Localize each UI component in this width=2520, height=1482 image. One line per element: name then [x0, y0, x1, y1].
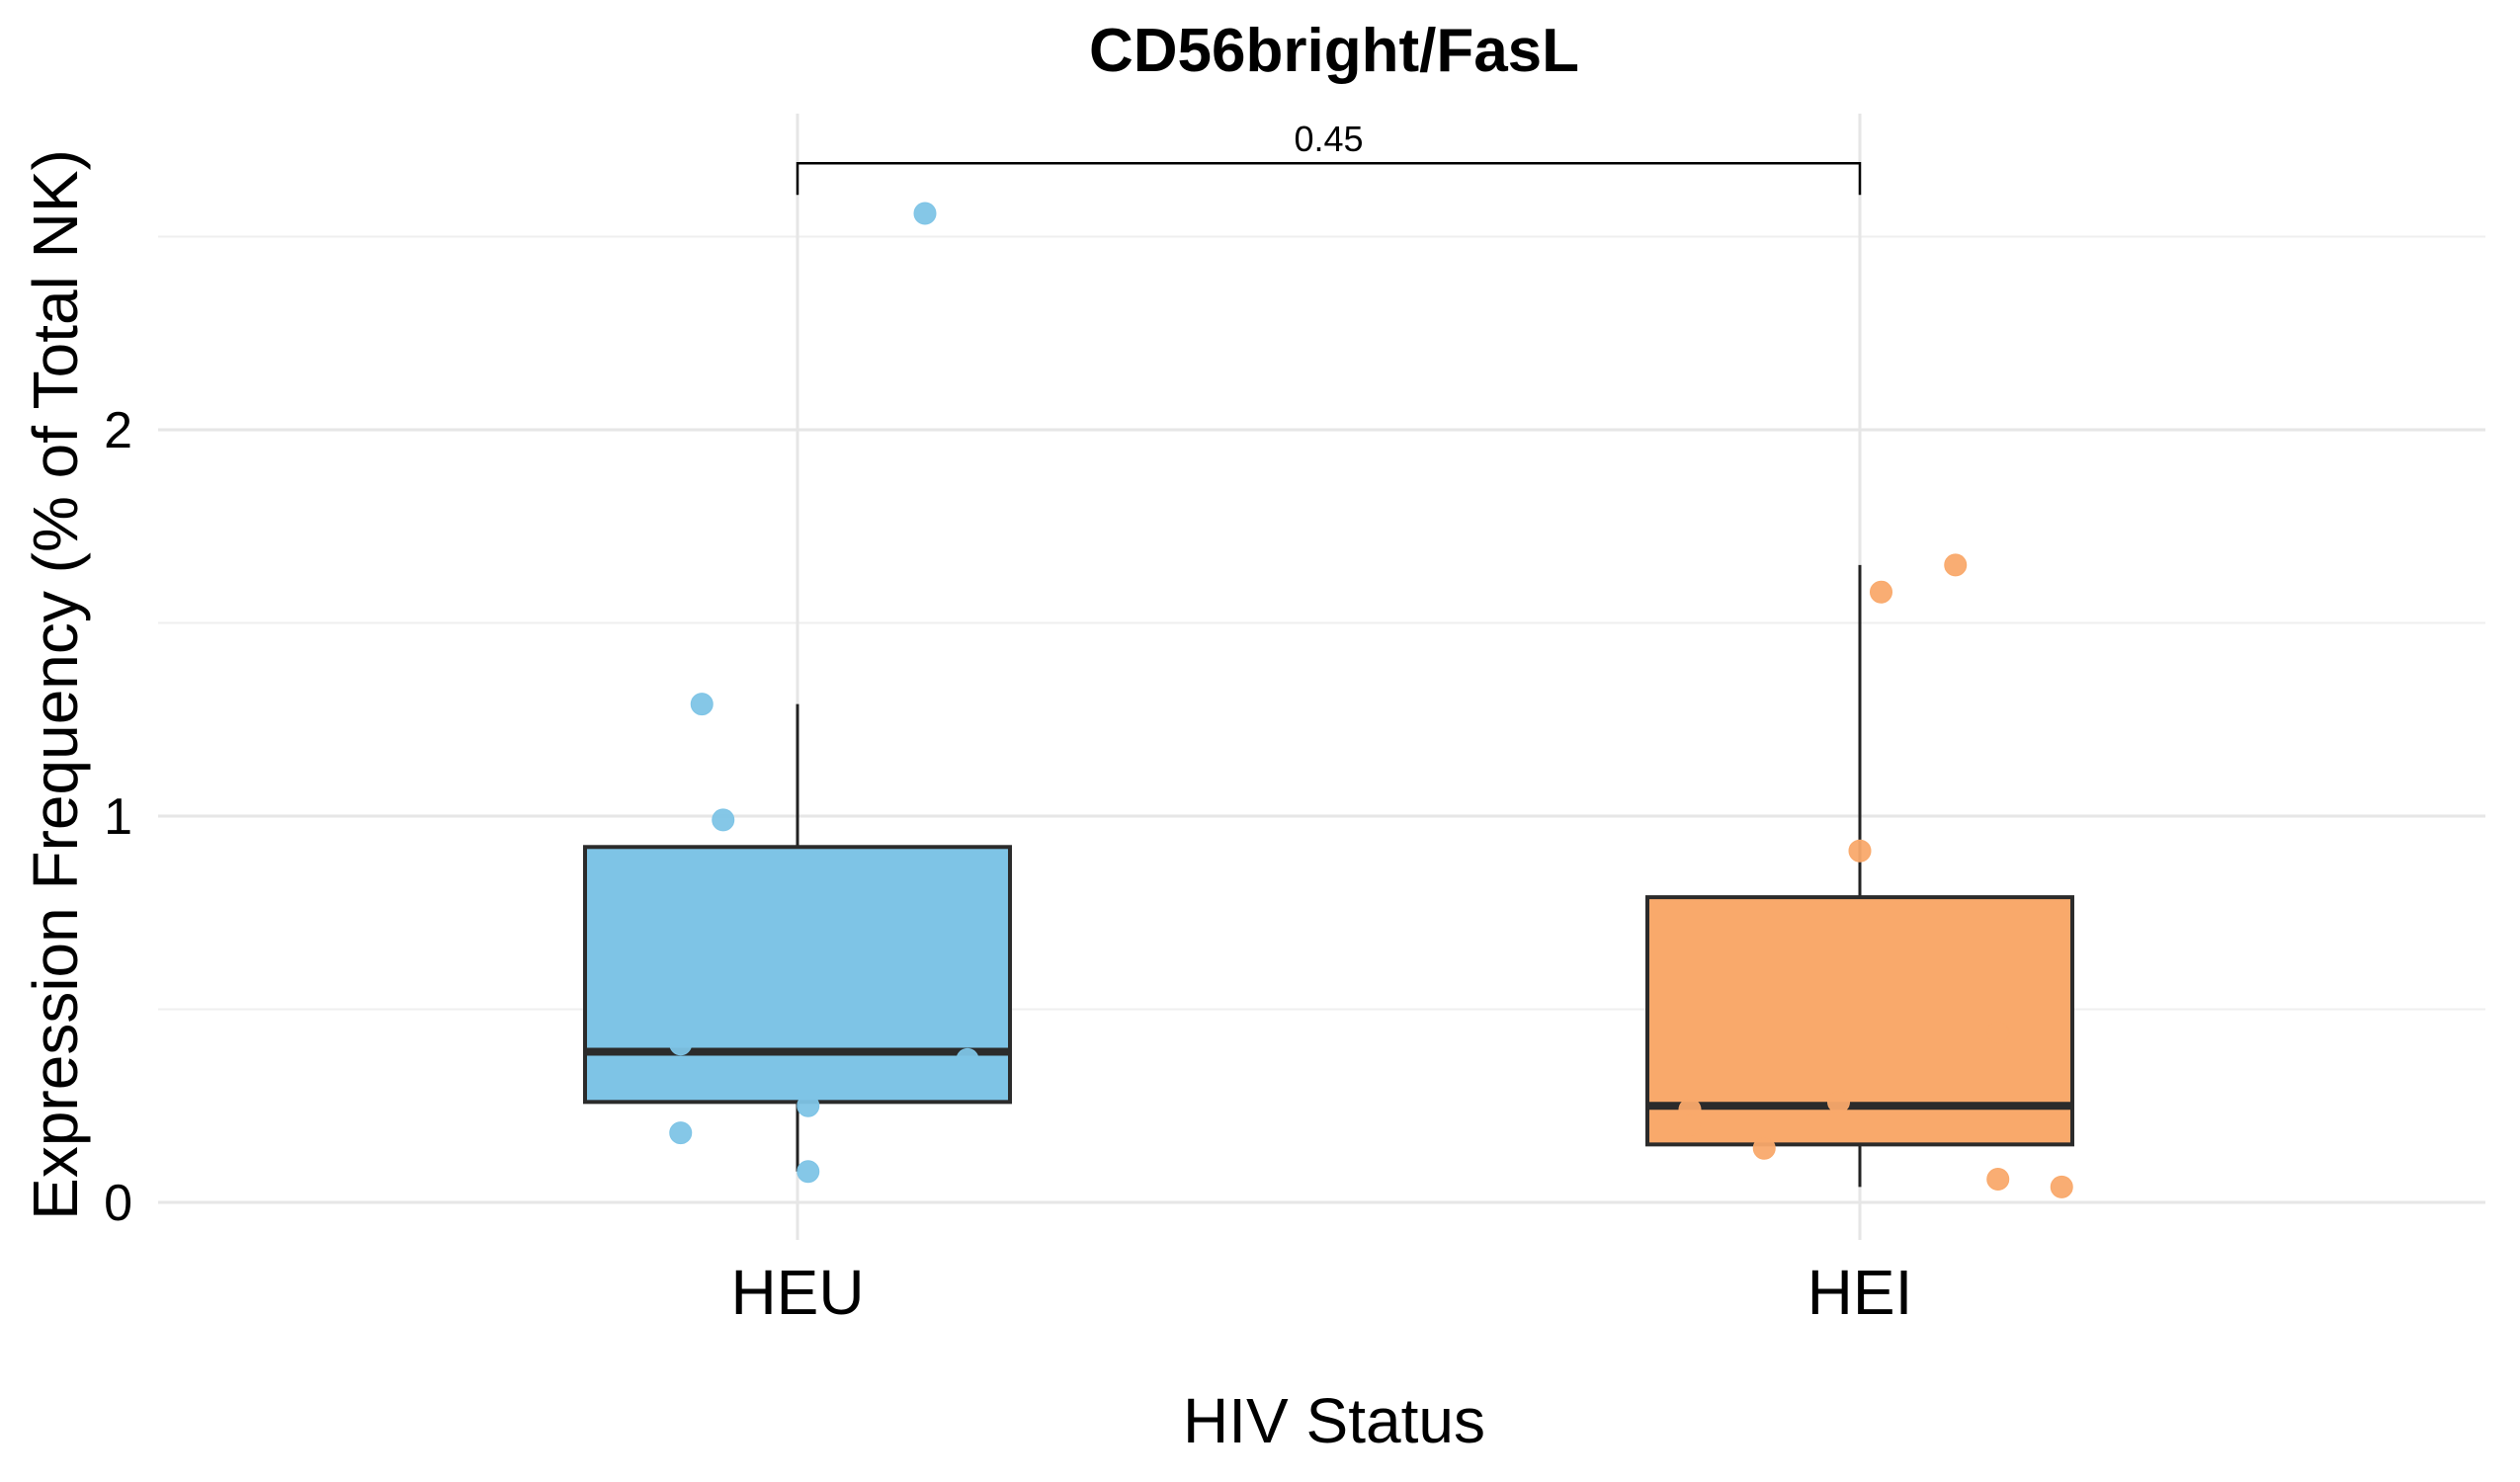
data-point [2050, 1175, 2073, 1198]
x-axis-title: HIV Status [1183, 1385, 1485, 1456]
p-value-label: 0.45 [1294, 119, 1363, 159]
grid-layer [158, 114, 2485, 1240]
significance-bracket: 0.45 [796, 119, 1862, 196]
data-point [669, 1121, 693, 1145]
data-point [1870, 580, 1892, 604]
data-point [1678, 1113, 1702, 1137]
data-point [616, 1075, 639, 1099]
data-point [1944, 553, 1968, 577]
data-point [1986, 1168, 2010, 1192]
bracket-line [796, 161, 1862, 196]
boxplot-hei [1645, 564, 2074, 1188]
data-point [913, 202, 937, 225]
data-point [1827, 1090, 1850, 1113]
point-layer [616, 202, 2073, 1198]
data-point [669, 1032, 693, 1056]
chart-title: CD56bright/FasL [1089, 17, 1579, 85]
x-tick-label: HEI [1807, 1257, 1913, 1328]
data-point [956, 1047, 979, 1071]
data-point [690, 693, 714, 716]
data-point [797, 1094, 820, 1117]
y-axis-title: Expression Frequency (% of Total NK) [20, 149, 91, 1220]
box-layer [583, 564, 2074, 1188]
data-point [1986, 1021, 2010, 1044]
data-point [1752, 1136, 1776, 1160]
x-tick-label: HEU [730, 1257, 864, 1328]
data-point [797, 1160, 820, 1184]
data-point [712, 808, 735, 832]
boxplot-heu [583, 703, 1012, 1172]
y-tick-label: 1 [104, 788, 132, 846]
data-point [690, 916, 714, 940]
tick-layer: 0 1 2 HEU HEI [104, 402, 1912, 1328]
data-point [1848, 839, 1872, 863]
y-tick-label: 0 [104, 1175, 132, 1232]
y-tick-label: 2 [104, 402, 132, 459]
box-iqr [583, 845, 1012, 1105]
